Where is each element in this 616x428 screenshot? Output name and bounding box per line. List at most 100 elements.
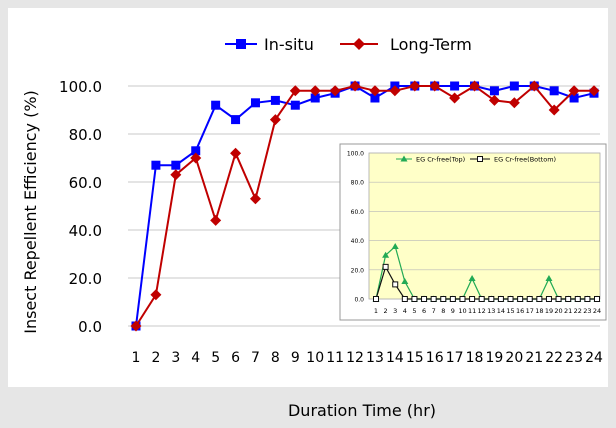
main-y-tick-label: 40.0 [69, 222, 102, 240]
main-x-tick-label: 18 [466, 350, 484, 366]
inset-y-tick-label: 100.0 [347, 151, 364, 158]
inset-data-point [401, 296, 408, 302]
inset-data-point [507, 296, 514, 302]
inset-plot-area [368, 152, 601, 300]
inset-data-point [526, 296, 533, 302]
main-y-tick-label: 60.0 [69, 174, 102, 192]
main-y-axis-title: Insect Repellent Efficiency (%) [21, 90, 40, 334]
main-x-tick-label: 16 [426, 350, 444, 366]
main-x-tick-label: 7 [251, 350, 260, 366]
inset-y-tick-label: 0.0 [354, 297, 364, 304]
inset-x-tick-label: 14 [497, 307, 505, 315]
inset-x-tick-label: 6 [422, 307, 426, 315]
main-data-point [171, 160, 181, 170]
main-data-point [290, 100, 300, 110]
main-data-point [170, 169, 182, 181]
main-x-tick-label: 21 [525, 350, 543, 366]
main-data-point [369, 85, 381, 97]
legend-marker [353, 38, 365, 50]
inset-legend-marker [400, 155, 408, 162]
inset-data-point [565, 296, 572, 302]
main-y-tick-label: 0.0 [78, 318, 102, 336]
main-x-tick-label: 5 [211, 350, 220, 366]
main-data-point [211, 100, 221, 110]
main-data-point [509, 81, 519, 91]
main-series-line [135, 84, 594, 327]
inset-x-tick-label: 13 [487, 307, 495, 315]
inset-x-tick-label: 8 [441, 307, 445, 315]
inset-x-tick-label: 21 [564, 307, 572, 315]
main-x-tick-label: 3 [171, 350, 180, 366]
inset-x-tick-label: 16 [516, 307, 524, 315]
inset-data-point [459, 296, 466, 302]
inset-x-tick-label: 2 [384, 307, 388, 315]
inset-data-point [594, 296, 600, 302]
inset-legend-label: EG Cr-free(Bottom) [494, 156, 556, 164]
inset-x-tick-label: 15 [506, 307, 514, 315]
inset-x-tick-label: 4 [403, 307, 407, 315]
main-data-point [349, 80, 361, 92]
main-data-point [151, 160, 161, 170]
main-data-point [469, 80, 481, 92]
main-data-point [249, 193, 261, 205]
main-data-point [389, 85, 401, 97]
inset-x-tick-label: 12 [478, 307, 486, 315]
main-x-tick-label: 24 [585, 350, 603, 366]
main-x-tick-label: 14 [386, 350, 404, 366]
main-data-point [450, 81, 460, 91]
inset-data-point [488, 296, 495, 302]
main-data-point [269, 114, 281, 126]
main-x-tick-label: 1 [132, 350, 141, 366]
main-x-tick-label: 23 [565, 350, 583, 366]
main-x-tick-label: 10 [306, 350, 324, 366]
main-data-point [210, 214, 222, 226]
main-data-point [270, 95, 280, 105]
main-data-point [549, 86, 559, 96]
inset-data-point [411, 296, 418, 302]
main-x-tick-label: 11 [326, 350, 344, 366]
inset-data-point [449, 296, 456, 302]
main-x-tick-label: 20 [505, 350, 523, 366]
inset-y-tick-label: 80.0 [351, 180, 365, 187]
legend-label: Long-Term [390, 35, 472, 54]
inset-x-tick-label: 17 [526, 307, 534, 315]
main-data-point [588, 85, 600, 97]
inset-data-point [468, 275, 476, 282]
main-x-tick-label: 9 [291, 350, 300, 366]
main-x-tick-label: 6 [231, 350, 240, 366]
inset-y-tick-label: 20.0 [351, 267, 365, 274]
inset-data-point [517, 296, 524, 302]
inset-x-tick-label: 1 [374, 307, 378, 315]
inset-data-point [392, 281, 399, 288]
inset-x-tick-label: 24 [593, 307, 601, 315]
main-x-tick-label: 13 [366, 350, 384, 366]
inset-data-point [382, 251, 390, 258]
legend-marker [236, 39, 246, 49]
main-x-tick-label: 8 [271, 350, 280, 366]
main-data-point [230, 147, 242, 159]
main-data-point [488, 94, 500, 106]
main-x-tick-label: 17 [446, 350, 464, 366]
inset-x-tick-label: 3 [393, 307, 397, 315]
inset-y-tick-label: 40.0 [351, 238, 365, 245]
main-data-point [310, 93, 320, 103]
inset-data-point [555, 296, 562, 302]
main-data-point [190, 152, 202, 164]
inset-data-point [574, 296, 581, 302]
inset-legend-marker [477, 156, 483, 162]
inset-x-tick-label: 11 [468, 307, 476, 315]
main-data-point [449, 92, 461, 104]
main-x-tick-label: 2 [151, 350, 160, 366]
main-data-point [289, 85, 301, 97]
inset-data-point [478, 296, 485, 302]
main-x-tick-label: 19 [486, 350, 504, 366]
inset-data-point [421, 296, 428, 302]
inset-data-point [545, 275, 553, 282]
main-data-point [370, 93, 380, 103]
inset-data-point [545, 296, 552, 302]
inset-data-point [382, 263, 389, 270]
inset-x-tick-label: 5 [412, 307, 416, 315]
main-data-point [568, 85, 580, 97]
